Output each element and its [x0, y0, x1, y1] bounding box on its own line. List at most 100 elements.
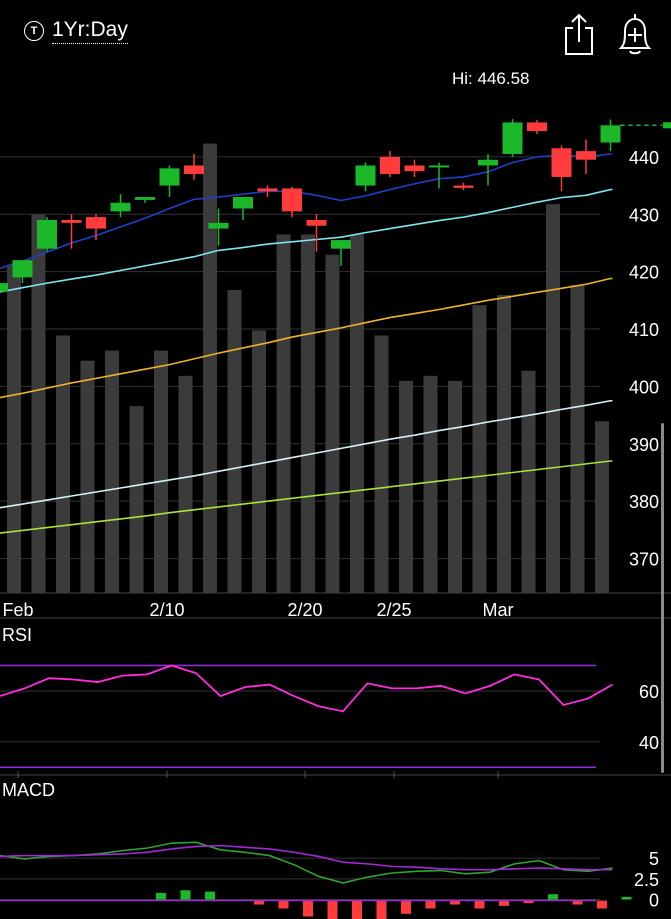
y-tick-label: 380 — [629, 492, 659, 512]
y-tick-label: 2.5 — [634, 870, 659, 890]
moving-average-line — [0, 153, 613, 269]
macd-histogram-bar — [621, 896, 632, 900]
macd-histogram-bar — [474, 900, 485, 909]
candle-body — [12, 260, 33, 278]
candle-body — [110, 202, 131, 212]
volume-bar — [80, 360, 95, 593]
volume-bar — [448, 380, 462, 593]
macd-histogram-bar — [205, 891, 215, 900]
volume-bar — [56, 335, 70, 593]
macd-histogram-bar — [572, 900, 583, 905]
candle-body — [184, 165, 204, 175]
volume-bar — [227, 290, 242, 593]
macd-histogram-bar — [327, 900, 338, 919]
candle-body — [61, 219, 82, 223]
candle-body — [404, 165, 425, 172]
macd-histogram-bar — [597, 900, 607, 909]
timeframe-icon: T — [24, 21, 44, 41]
volume-bar — [301, 234, 315, 593]
y-tick-label: 40 — [639, 733, 659, 753]
volume-bar — [252, 330, 266, 593]
candle-body — [429, 165, 449, 168]
candle-body — [282, 188, 302, 212]
moving-average-line — [0, 460, 613, 534]
candle-body — [551, 148, 572, 177]
macd-histogram-bar — [425, 900, 436, 909]
candle-body — [0, 283, 8, 292]
volume-bar — [178, 375, 193, 593]
y-tick-label: 390 — [629, 435, 659, 455]
macd-histogram-bar — [523, 900, 534, 904]
macd-histogram-bar — [180, 890, 191, 900]
candle-body — [502, 122, 523, 154]
candle-body — [306, 219, 327, 226]
candle-body — [233, 197, 253, 209]
x-axis-label: 2/25 — [376, 600, 411, 620]
volume-bar — [399, 380, 413, 593]
y-tick-label: 410 — [629, 320, 659, 340]
candle-body — [453, 185, 474, 188]
macd-histogram-bar — [548, 894, 558, 900]
volume-bar — [374, 335, 389, 593]
volume-bar — [546, 204, 560, 593]
macd-histogram-bar — [156, 892, 166, 900]
y-tick-label: 420 — [629, 263, 659, 283]
macd-histogram-bar — [254, 900, 264, 905]
rsi-line — [0, 664, 613, 713]
x-axis-label: 2/20 — [287, 600, 322, 620]
y-tick-label: 60 — [639, 682, 659, 702]
y-tick-label: 370 — [629, 550, 659, 570]
volume-bar — [521, 370, 536, 593]
macd-histogram-bar — [352, 900, 362, 919]
candle-body — [380, 156, 400, 175]
share-icon[interactable] — [562, 12, 596, 56]
candle-body — [478, 159, 498, 166]
macd-title: MACD — [2, 780, 55, 800]
x-axis-label: Mar — [483, 600, 514, 620]
y-tick-label: 430 — [629, 205, 659, 225]
candle-body — [37, 219, 57, 249]
timeframe-selector[interactable]: T 1Yr:Day — [24, 18, 128, 44]
macd-histogram-bar — [278, 900, 289, 909]
y-tick-label: 400 — [629, 377, 659, 397]
candle-body — [159, 168, 180, 186]
y-tick-label: 5 — [649, 849, 659, 869]
moving-average-line — [0, 277, 613, 399]
candle-body — [135, 197, 155, 200]
volume-bar — [105, 350, 119, 593]
y-tick-label: 440 — [629, 148, 659, 168]
volume-bar — [570, 284, 585, 593]
volume-bar — [203, 143, 217, 594]
candle-body — [208, 222, 229, 229]
volume-bar — [154, 350, 168, 593]
alert-add-icon[interactable] — [616, 12, 654, 56]
volume-bar — [129, 406, 144, 593]
candle-body — [86, 217, 106, 229]
macd-histogram-bar — [401, 900, 411, 914]
moving-average-line — [0, 399, 613, 509]
macd-histogram-bar — [303, 900, 313, 917]
volume-bar — [325, 254, 340, 593]
volume-bar — [276, 234, 291, 593]
scrollbar[interactable] — [661, 423, 664, 773]
volume-bar — [595, 421, 609, 593]
macd-signal-line — [0, 844, 613, 871]
macd-histogram-bar — [450, 900, 460, 905]
macd-histogram-bar — [376, 900, 387, 919]
candle-body — [355, 165, 376, 186]
candle-body — [600, 125, 621, 143]
volume-bar — [472, 305, 487, 593]
x-axis-label: Feb — [2, 600, 33, 620]
y-tick-label: 0 — [649, 891, 659, 911]
volume-bar — [423, 375, 438, 593]
volume-bar — [350, 234, 364, 593]
timeframe-label: 1Yr:Day — [52, 18, 128, 44]
volume-bar — [31, 214, 46, 593]
x-axis-label: 2/10 — [149, 600, 184, 620]
last-price-marker — [663, 122, 671, 129]
rsi-title: RSI — [2, 625, 32, 645]
volume-bar — [497, 295, 511, 593]
candle-body — [527, 122, 547, 132]
high-price-label: Hi: 446.58 — [452, 69, 530, 88]
